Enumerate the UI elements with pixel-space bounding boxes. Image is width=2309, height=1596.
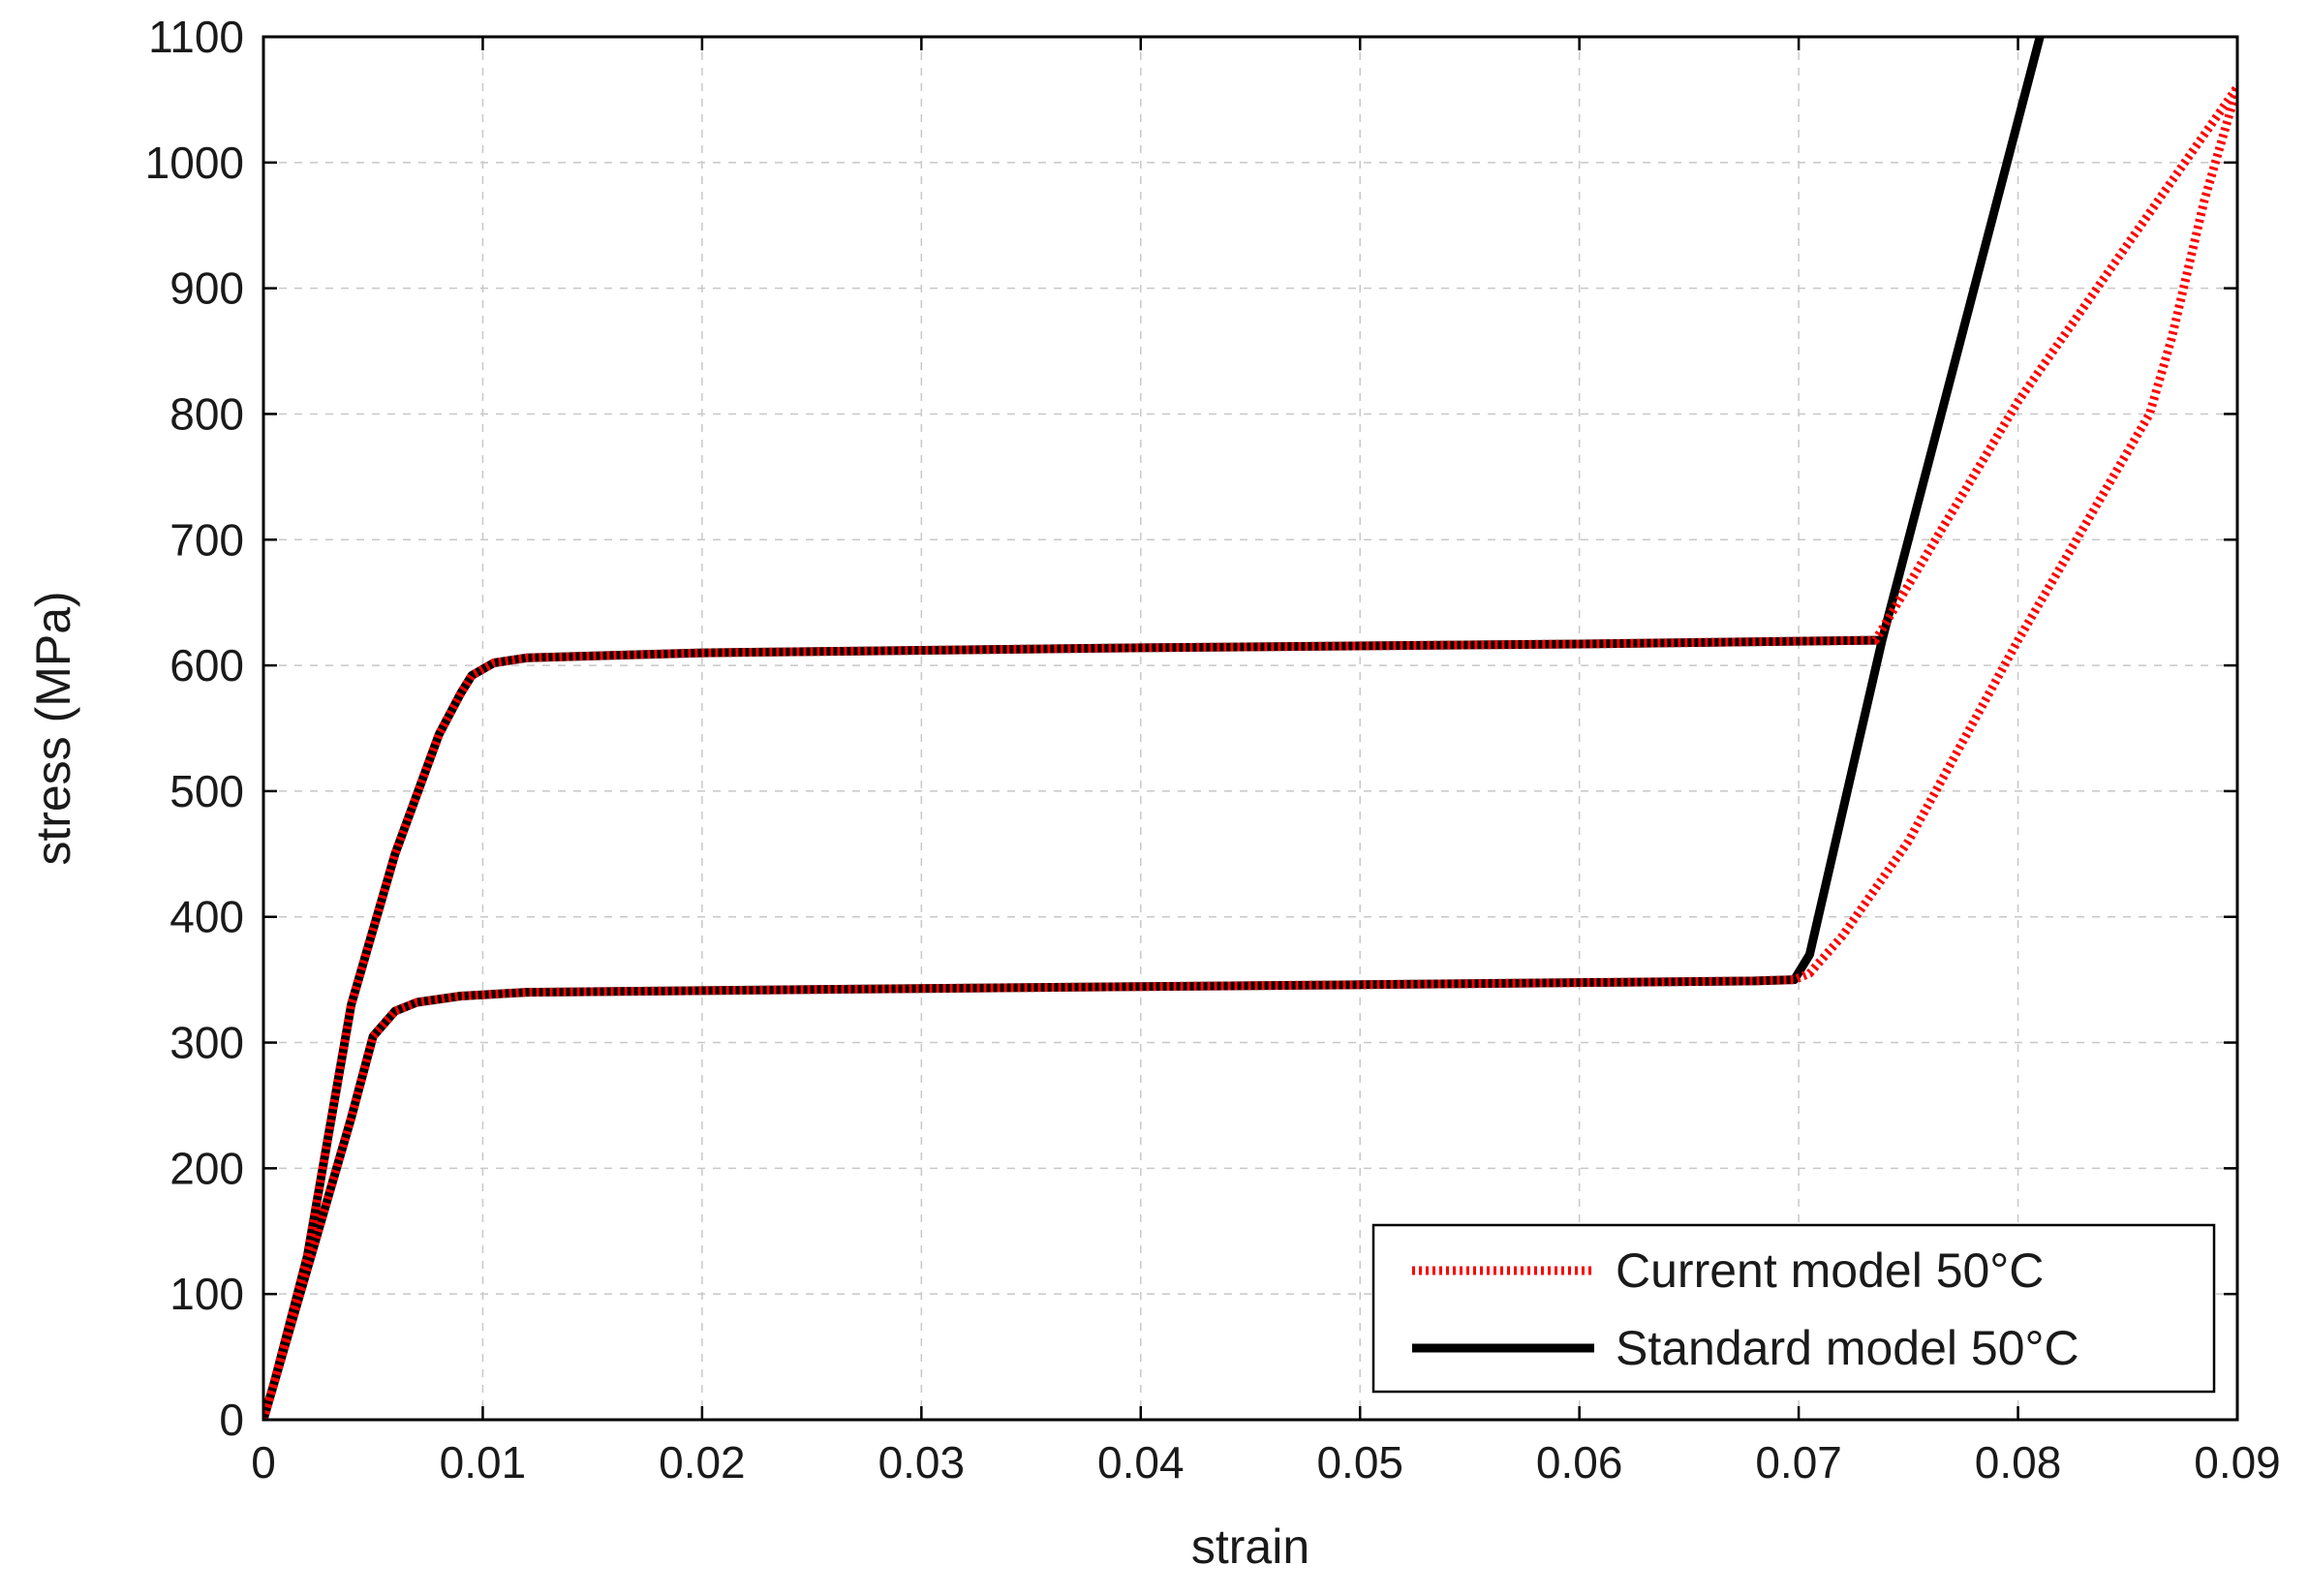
y-tick-label: 900 <box>169 263 244 314</box>
series-standard-model-line <box>263 37 2045 1420</box>
y-tick-labels: 0 100 200 300 400 500 600 700 800 900 1000 1100 <box>145 12 244 1445</box>
x-tick-label: 0.07 <box>1755 1437 1842 1488</box>
x-tick-label: 0.05 <box>1316 1437 1403 1488</box>
x-tick-label: 0.08 <box>1975 1437 2062 1488</box>
legend: Current model 50°C Standard model 50°C <box>1371 1223 2216 1394</box>
y-tick-label: 500 <box>169 766 244 816</box>
x-tick-label: 0.06 <box>1536 1437 1623 1488</box>
x-tick-label: 0.01 <box>440 1437 527 1488</box>
series-current-model-line <box>263 82 2237 1420</box>
x-tick-labels: 0 0.01 0.02 0.03 0.04 0.05 0.06 0.07 0.08 0.09 <box>251 1437 2281 1488</box>
x-tick-label: 0 <box>251 1437 276 1488</box>
x-axis-label: strain <box>1191 1519 1309 1574</box>
x-tick-label: 0.09 <box>2194 1437 2281 1488</box>
x-tick-label: 0.04 <box>1097 1437 1185 1488</box>
x-tick-label: 0.02 <box>659 1437 746 1488</box>
legend-entry-current-model: Current model 50°C <box>1616 1243 2044 1298</box>
y-axis-label: stress (MPa) <box>26 591 80 865</box>
y-tick-label: 300 <box>169 1018 244 1068</box>
x-tick-label: 0.03 <box>878 1437 966 1488</box>
y-tick-label: 100 <box>169 1269 244 1319</box>
plot-frame <box>262 35 2239 1422</box>
series-layer <box>263 37 2237 1420</box>
legend-entry-standard-model: Standard model 50°C <box>1616 1321 2079 1375</box>
y-tick-label: 0 <box>219 1395 244 1445</box>
y-tick-label: 1000 <box>145 138 244 188</box>
axis-ticks <box>262 35 2239 1422</box>
y-tick-label: 400 <box>169 892 244 942</box>
y-tick-label: 200 <box>169 1143 244 1193</box>
y-tick-label: 600 <box>169 640 244 691</box>
grid-lines <box>263 37 2237 1420</box>
y-tick-label: 800 <box>169 388 244 439</box>
legend-box <box>1371 1223 2216 1394</box>
y-tick-label: 1100 <box>148 12 244 62</box>
y-tick-label: 700 <box>169 514 244 565</box>
